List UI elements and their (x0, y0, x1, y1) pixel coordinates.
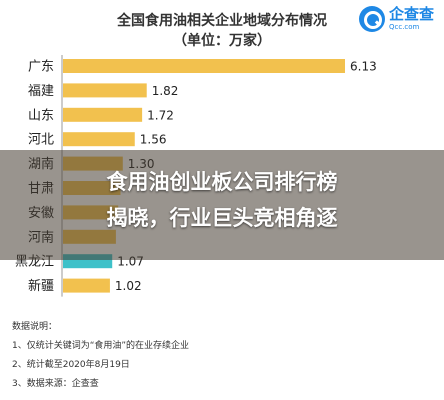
bar (63, 83, 147, 98)
bar (63, 107, 143, 122)
notes-item-3: 3、数据来源：企查查 (12, 379, 99, 389)
value-label: 1.72 (147, 108, 174, 122)
data-notes: 数据说明： 1、仅统计关键词为“食用油”的在业存续企业 2、统计截至2020年8… (12, 318, 189, 394)
value-label: 6.13 (350, 60, 377, 74)
category-label: 河北 (28, 133, 54, 148)
bar (63, 132, 135, 147)
magnifier-icon (358, 6, 385, 32)
value-label: 1.82 (152, 84, 179, 98)
logo-name: 企查查 (388, 5, 434, 23)
bar (63, 278, 110, 293)
notes-heading: 数据说明： (12, 322, 58, 332)
headline-overlay (0, 150, 444, 260)
headline-line-1: 食用油创业板公司排行榜 (106, 170, 338, 194)
chart-title: 全国食用油相关企业地域分布情况 (117, 13, 327, 29)
category-label: 广东 (28, 60, 54, 75)
logo-sub: Qcc.com (388, 23, 420, 31)
value-label: 1.56 (140, 133, 167, 147)
value-label: 1.02 (115, 279, 142, 293)
notes-item-2: 2、统计截至2020年8月19日 (12, 360, 130, 370)
headline-line-2: 揭晓，行业巨头竞相角逐 (106, 206, 338, 230)
category-label: 福建 (28, 84, 54, 99)
notes-item-1: 1、仅统计关键词为“食用油”的在业存续企业 (12, 341, 190, 351)
category-label: 山东 (28, 108, 54, 123)
qcc-logo: 企查查 Qcc.com (358, 5, 434, 32)
category-label: 新疆 (28, 278, 54, 294)
bar (63, 59, 345, 73)
chart-subtitle: （单位：万家） (173, 33, 271, 49)
